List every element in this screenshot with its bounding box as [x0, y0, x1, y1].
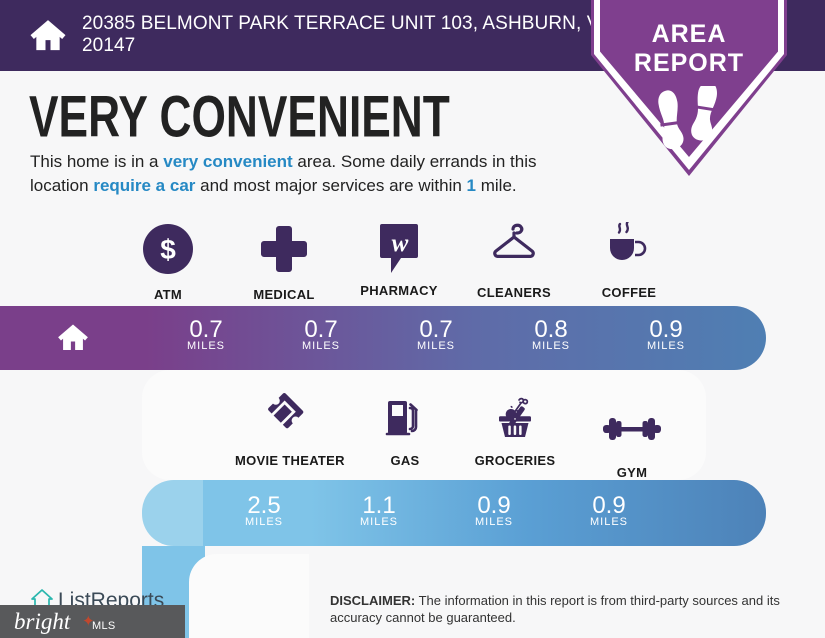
svg-text:w: w [392, 230, 409, 257]
svg-text:$: $ [160, 234, 176, 265]
